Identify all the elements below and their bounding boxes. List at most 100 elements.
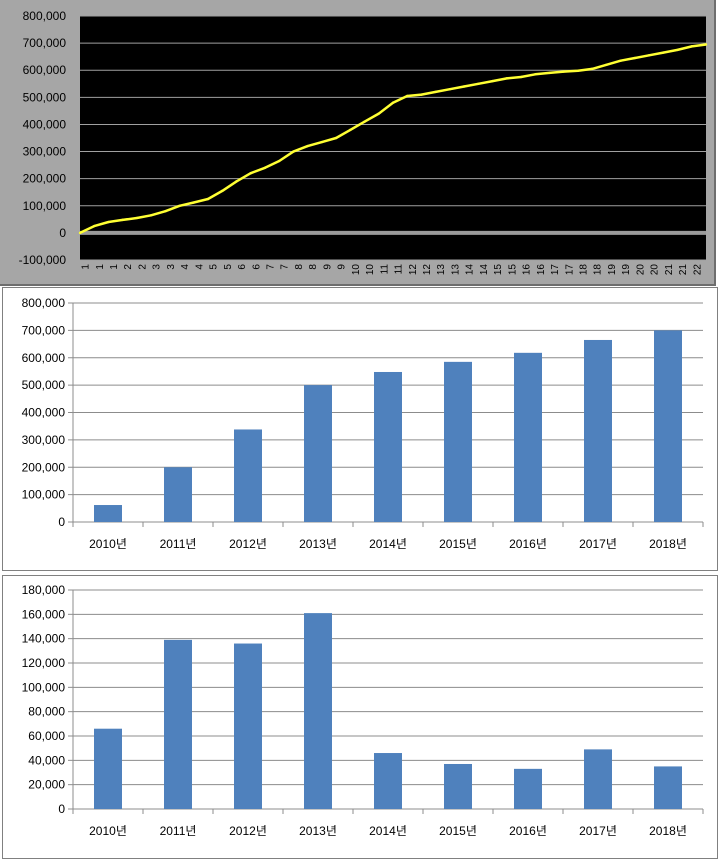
x-tick-label: 21	[678, 264, 689, 276]
x-tick-label: 2	[137, 264, 148, 270]
series-point	[662, 51, 665, 54]
x-tick-label: 2015년	[439, 537, 477, 551]
series-point	[93, 224, 96, 228]
series-point	[377, 112, 380, 115]
y-tick-label: 600,000	[23, 63, 67, 77]
y-tick-label: 500,000	[22, 378, 66, 392]
x-tick-label: 2011년	[160, 824, 197, 838]
x-tick-label: 3	[166, 264, 177, 270]
x-tick-label: 10	[351, 264, 362, 276]
series-point	[149, 214, 153, 217]
bar	[584, 339, 612, 522]
series-point	[292, 150, 295, 153]
y-tick-label: 800,000	[23, 9, 67, 23]
series-point	[135, 216, 139, 220]
series-point	[576, 69, 580, 72]
x-tick-label: 11	[394, 264, 405, 275]
series-point	[406, 94, 409, 98]
y-tick-label: 0	[58, 802, 65, 816]
x-tick-label: 16	[522, 264, 533, 276]
bar	[94, 728, 122, 809]
x-tick-label: 1	[109, 264, 120, 270]
bar	[654, 766, 682, 809]
y-tick-label: 40,000	[28, 753, 65, 767]
y-tick-label: 100,000	[22, 488, 66, 502]
series-point	[107, 220, 110, 224]
y-tick-label: -100,000	[19, 253, 67, 267]
cumulative-bar-chart-panel: 800,000 700,000 600,000 500,000 400,000 300,0…	[2, 287, 718, 571]
x-tick-label: 5	[209, 264, 220, 270]
x-tick-label: 20	[650, 264, 661, 276]
cumulative-bar-chart: 800,000 700,000 600,000 500,000 400,000 300,0…	[22, 296, 704, 551]
x-tick-label: 16	[536, 264, 547, 276]
bar	[444, 361, 472, 522]
y-tick-label: 100,000	[23, 199, 67, 213]
bar	[164, 639, 192, 809]
plot-area	[80, 16, 706, 260]
series-point	[363, 120, 366, 123]
series-point	[633, 56, 637, 60]
x-tick-label: 7	[265, 264, 276, 270]
series-point	[647, 54, 651, 57]
x-tick-label: 6	[237, 264, 248, 270]
x-tick-label: 2013년	[299, 824, 337, 838]
x-tick-label: 2016년	[509, 824, 547, 838]
annual-bar-chart: 180,000 160,000 140,000 120,000 100,000 80,00…	[22, 583, 704, 838]
x-tick-label: 4	[180, 264, 191, 270]
x-tick-label: 8	[294, 264, 305, 270]
series-point	[548, 71, 551, 75]
series-point	[178, 204, 181, 207]
series-point	[519, 75, 523, 79]
x-tick-label: 13	[436, 264, 447, 276]
series-point	[505, 77, 509, 80]
bar	[234, 429, 262, 522]
series-point	[562, 70, 565, 73]
x-tick-label: 2017년	[579, 824, 617, 838]
series-point	[434, 90, 437, 94]
x-tick-label: 2010년	[89, 537, 127, 551]
y-tick-label: 200,000	[22, 460, 66, 474]
y-tick-label: 180,000	[22, 583, 66, 597]
x-tick-label: 2014년	[369, 824, 407, 838]
x-tick-label: 10	[365, 264, 376, 276]
series-point	[164, 210, 167, 213]
y-tick-label: 0	[58, 515, 65, 529]
bar	[304, 613, 332, 809]
x-tick-label: 12	[422, 264, 433, 276]
y-tick-label: 400,000	[22, 406, 66, 420]
x-tick-label: 18	[593, 264, 604, 276]
bar	[164, 467, 192, 522]
bar	[514, 352, 542, 522]
y-tick-label: 80,000	[28, 705, 65, 719]
series-point	[391, 101, 395, 104]
x-tick-label: 2016년	[509, 537, 547, 551]
x-tick-label: 15	[493, 264, 504, 276]
x-tick-label: 7	[280, 264, 291, 270]
x-tick-label: 18	[578, 264, 589, 276]
x-tick-label: 8	[308, 264, 319, 270]
bar	[444, 763, 472, 809]
x-tick-label: 2012년	[229, 824, 267, 838]
x-tick-label: 13	[450, 264, 461, 276]
x-tick-label: 15	[507, 264, 518, 276]
x-tick-label: 21	[664, 264, 675, 276]
x-tick-label: 2010년	[89, 824, 127, 838]
x-tick-label: 9	[322, 264, 333, 270]
series-point	[605, 63, 608, 66]
series-point	[206, 197, 210, 201]
y-tick-label: 100,000	[22, 680, 66, 694]
x-tick-label: 2015년	[439, 824, 477, 838]
series-point	[590, 67, 594, 71]
series-point	[221, 189, 224, 193]
x-tick-label: 2013년	[299, 537, 337, 551]
x-tick-label: 2017년	[579, 537, 617, 551]
bar	[94, 505, 122, 522]
bar	[374, 753, 402, 809]
y-tick-label: 300,000	[22, 433, 66, 447]
y-tick-label: 0	[59, 226, 66, 240]
series-point	[690, 45, 693, 48]
x-tick-label: 2018년	[649, 824, 687, 838]
series-point	[704, 43, 708, 46]
y-tick-label: 800,000	[22, 296, 66, 310]
y-tick-label: 300,000	[23, 145, 67, 159]
